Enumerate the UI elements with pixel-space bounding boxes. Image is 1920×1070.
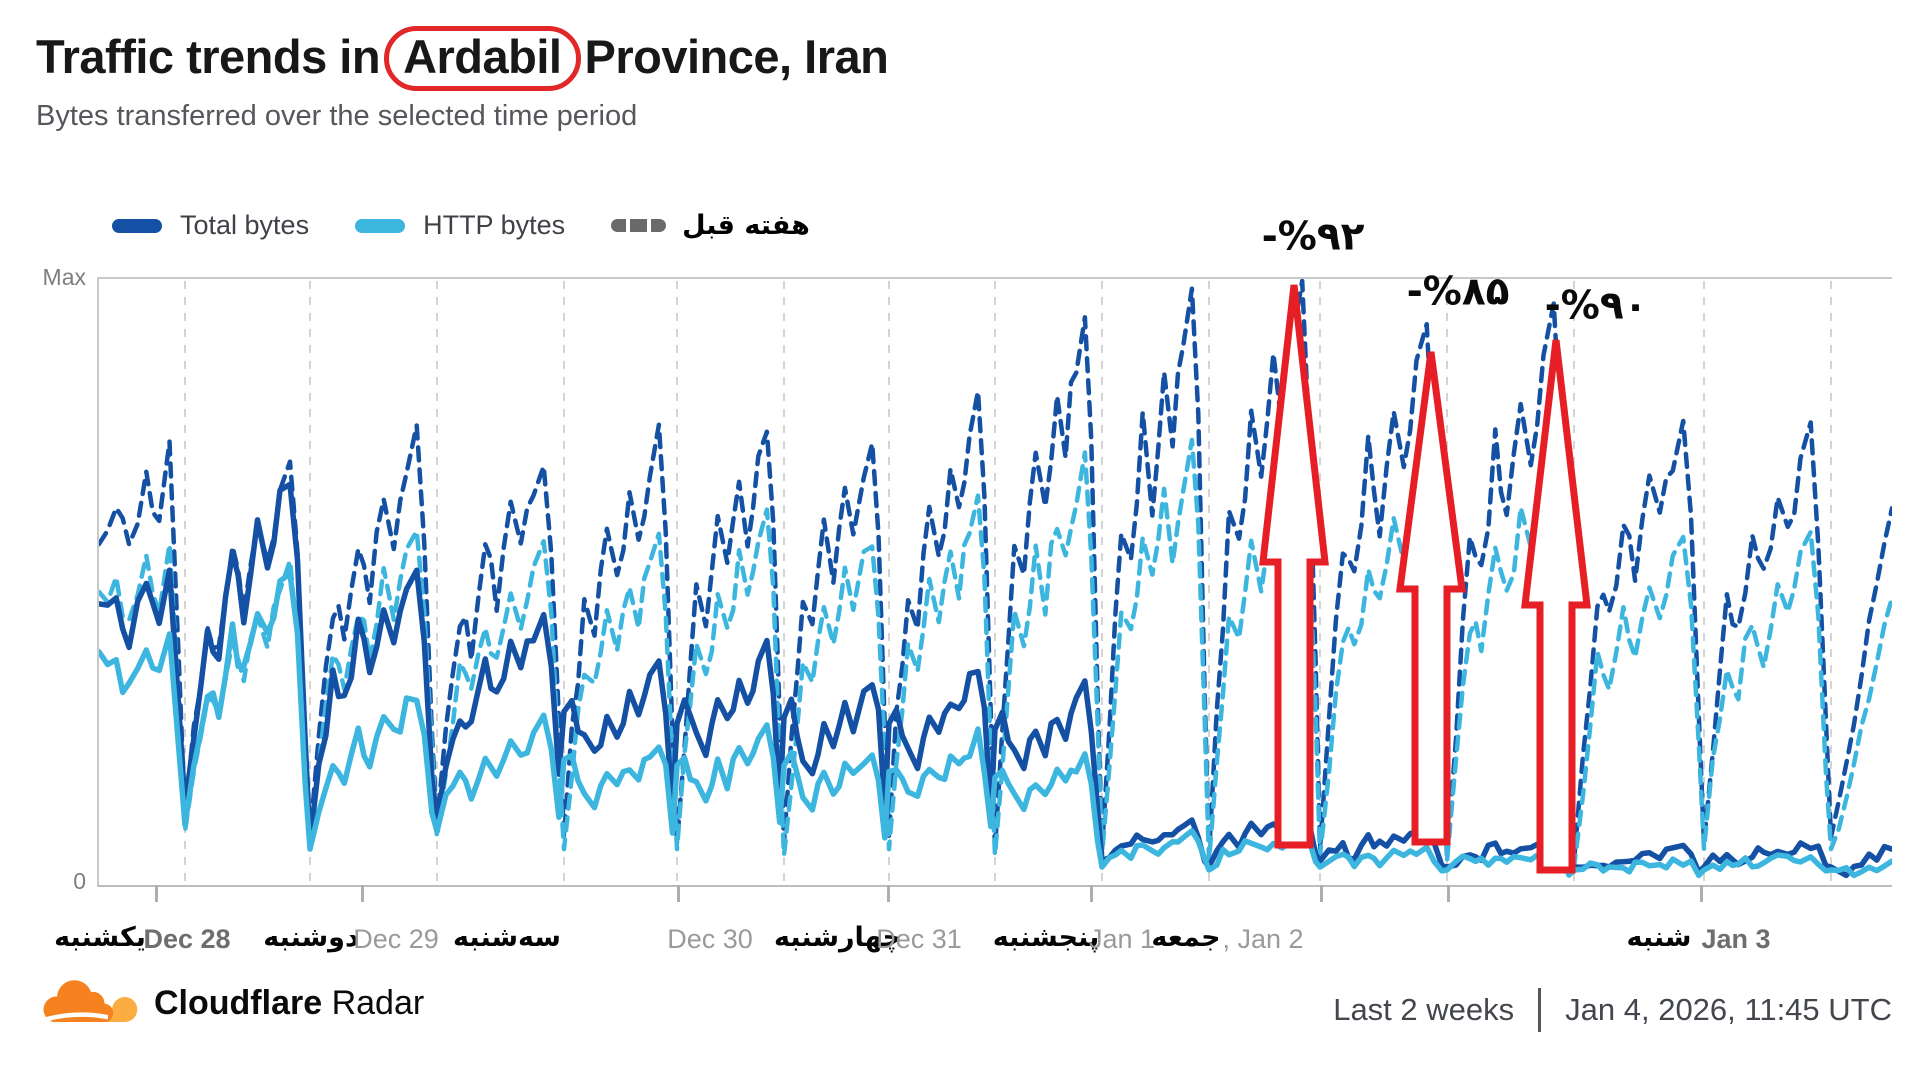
timestamp-label: Jan 4, 2026, 11:45 UTC <box>1565 992 1892 1027</box>
x-axis-tick <box>677 885 680 902</box>
x-axis-tick <box>1447 885 1450 902</box>
x-axis-weekday-label: پنجشنبه <box>992 922 1100 953</box>
legend-swatch-icon <box>355 218 406 233</box>
annotation-percent-label: -%۸۵ <box>1406 269 1510 315</box>
page-subtitle: Bytes transferred over the selected time… <box>36 100 638 132</box>
x-axis-tick <box>887 885 890 902</box>
page-title: Traffic trends in Ardabil Province, Iran <box>36 26 889 92</box>
traffic-chart-svg <box>99 279 1892 883</box>
legend-swatch-icon <box>112 218 162 233</box>
x-axis-weekday-label: شنبه <box>1626 922 1692 953</box>
title-highlight-ardabil-red-oval: Ardabil <box>384 26 581 92</box>
date-range-label: Last 2 weeks <box>1333 992 1515 1027</box>
x-axis-date-label: Dec 30 <box>667 924 753 954</box>
red-up-arrow-annotation <box>1521 339 1591 874</box>
y-axis-max-label: Max <box>42 264 86 290</box>
footer-divider <box>1538 988 1542 1032</box>
legend-label: HTTP bytes <box>423 210 566 240</box>
x-axis-weekday-label: سه‌شنبه <box>453 922 561 953</box>
y-axis-zero-label: 0 <box>73 868 86 894</box>
traffic-chart-plot-area[interactable] <box>97 277 1892 887</box>
x-axis-weekday-label: چهارشنبه <box>774 922 902 953</box>
brand-cloudflare: Cloudflare <box>154 983 323 1022</box>
legend-dashed-swatch-icon <box>611 219 667 232</box>
x-axis-tick <box>1090 885 1093 902</box>
chart-legend: Total bytes HTTP bytes هفته قبل <box>112 210 856 241</box>
legend-item-previous-week[interactable]: هفته قبل <box>611 210 810 241</box>
x-axis-tick <box>155 885 158 902</box>
x-axis-date-label: Dec 28 <box>143 924 231 954</box>
legend-item-http-bytes[interactable]: HTTP bytes <box>355 210 565 241</box>
red-up-arrow-annotation <box>1259 284 1329 849</box>
annotation-percent-label: -%۹۰ <box>1544 283 1648 329</box>
x-axis-tick <box>1320 885 1323 902</box>
x-axis-weekday-label: جمعه <box>1151 922 1221 953</box>
cloudflare-logo-icon <box>43 980 138 1022</box>
x-axis-date-label: , Jan 2 <box>1222 924 1304 954</box>
http-bytes-line <box>99 571 1892 879</box>
x-axis-date-label: Jan 3 <box>1701 924 1771 954</box>
x-axis-tick <box>1700 885 1703 902</box>
legend-label: Total bytes <box>180 210 310 240</box>
brand-text: Cloudflare Radar <box>154 984 424 1023</box>
x-axis-date-label: Jan 1 <box>1088 924 1156 954</box>
x-axis-tick <box>361 885 364 902</box>
annotation-percent-label: -%۹۲ <box>1261 214 1365 260</box>
brand-radar: Radar <box>331 983 425 1022</box>
x-axis-weekday-label: دوشنبه <box>263 922 359 953</box>
title-prefix: Traffic trends in <box>36 30 381 83</box>
x-axis-date-label: Dec 31 <box>876 924 962 954</box>
x-axis-weekday-label: یکشنبه <box>54 922 146 953</box>
red-up-arrow-annotation <box>1396 351 1466 846</box>
previous-week-http-bytes-line <box>99 435 1892 870</box>
title-suffix: Province, Iran <box>584 30 889 83</box>
footer-meta: Last 2 weeks Jan 4, 2026, 11:45 UTC <box>1333 988 1892 1032</box>
legend-label: هفته قبل <box>682 210 810 241</box>
x-axis-date-label: Dec 29 <box>353 924 439 954</box>
legend-item-total-bytes[interactable]: Total bytes <box>112 210 309 241</box>
footer-brand: Cloudflare Radar <box>38 978 424 1028</box>
